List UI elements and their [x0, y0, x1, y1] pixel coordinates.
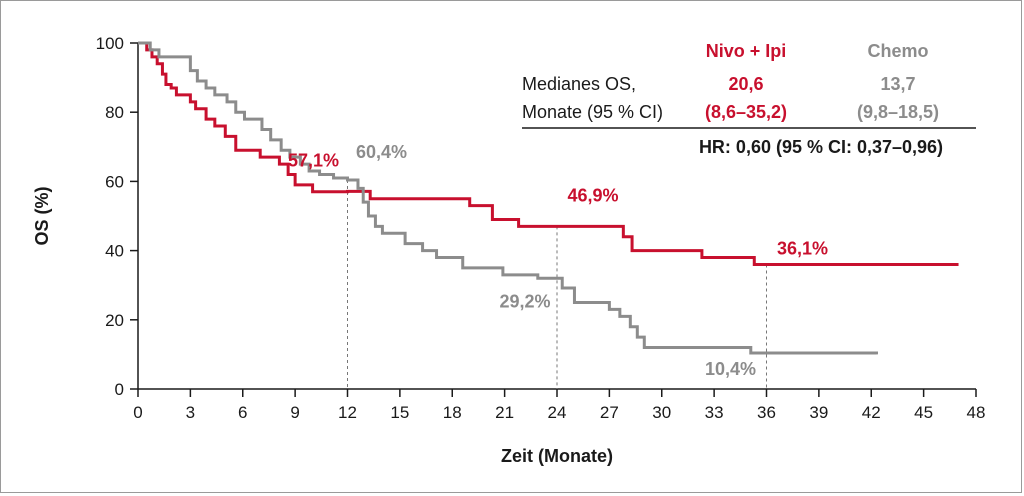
- x-tick-label: 21: [495, 403, 514, 422]
- chemo-landmark-label: 29,2%: [499, 291, 550, 311]
- x-tick-label: 9: [290, 403, 299, 422]
- legend-table: Nivo + Ipi Chemo Medianes OS, Monate (95…: [522, 41, 976, 157]
- drop-lines: [347, 180, 767, 389]
- x-tick-label: 39: [809, 403, 828, 422]
- y-tick-label: 20: [105, 311, 124, 330]
- chemo-landmark-label: 10,4%: [705, 359, 756, 379]
- x-tick-label: 3: [186, 403, 195, 422]
- x-tick-label: 30: [652, 403, 671, 422]
- legend-header-nivo: Nivo + Ipi: [706, 41, 787, 61]
- legend-row-label-1: Medianes OS,: [522, 74, 636, 94]
- x-tick-label: 45: [914, 403, 933, 422]
- legend-header-chemo: Chemo: [867, 41, 928, 61]
- legend-chemo-ci: (9,8–18,5): [857, 102, 939, 122]
- legend-row-label-2: Monate (95 % CI): [522, 102, 663, 122]
- x-tick-label: 42: [862, 403, 881, 422]
- y-tick-label: 40: [105, 242, 124, 261]
- x-tick-label: 27: [600, 403, 619, 422]
- y-tick-label: 60: [105, 172, 124, 191]
- x-tick-label: 18: [443, 403, 462, 422]
- chemo-curve: [138, 41, 878, 355]
- nivo-ipi-curve: [138, 41, 959, 266]
- legend-hr: HR: 0,60 (95 % CI: 0,37–0,96): [699, 137, 943, 157]
- nivo-ipi-landmark-label: 57,1%: [288, 150, 339, 170]
- x-tick-label: 24: [548, 403, 567, 422]
- x-tick-label: 48: [967, 403, 986, 422]
- x-tick-label: 15: [390, 403, 409, 422]
- y-ticks: 0 20 40 60 80 100: [96, 34, 138, 399]
- y-tick-label: 100: [96, 34, 124, 53]
- x-tick-label: 12: [338, 403, 357, 422]
- x-tick-label: 0: [133, 403, 142, 422]
- nivo-ipi-landmark-label: 46,9%: [567, 185, 618, 205]
- chemo-landmark-label: 60,4%: [356, 142, 407, 162]
- legend-chemo-median: 13,7: [880, 74, 915, 94]
- x-tick-label: 6: [238, 403, 247, 422]
- legend-nivo-median: 20,6: [728, 74, 763, 94]
- x-axis-title: Zeit (Monate): [501, 446, 613, 466]
- legend-nivo-ci: (8,6–35,2): [705, 102, 787, 122]
- y-axis-title: OS (%): [32, 186, 52, 245]
- y-tick-label: 80: [105, 103, 124, 122]
- x-tick-label: 36: [757, 403, 776, 422]
- survival-curves: [138, 41, 959, 355]
- nivo-ipi-landmark-label: 36,1%: [777, 238, 828, 258]
- y-tick-label: 0: [115, 380, 124, 399]
- x-tick-label: 33: [705, 403, 724, 422]
- x-ticks: 0 3 6 9 12 15 18 21 24 27 30 33 36 39 42 45 48: [133, 389, 985, 422]
- annotations: 57,1% 46,9% 36,1% 60,4% 29,2% 10,4%: [288, 142, 828, 379]
